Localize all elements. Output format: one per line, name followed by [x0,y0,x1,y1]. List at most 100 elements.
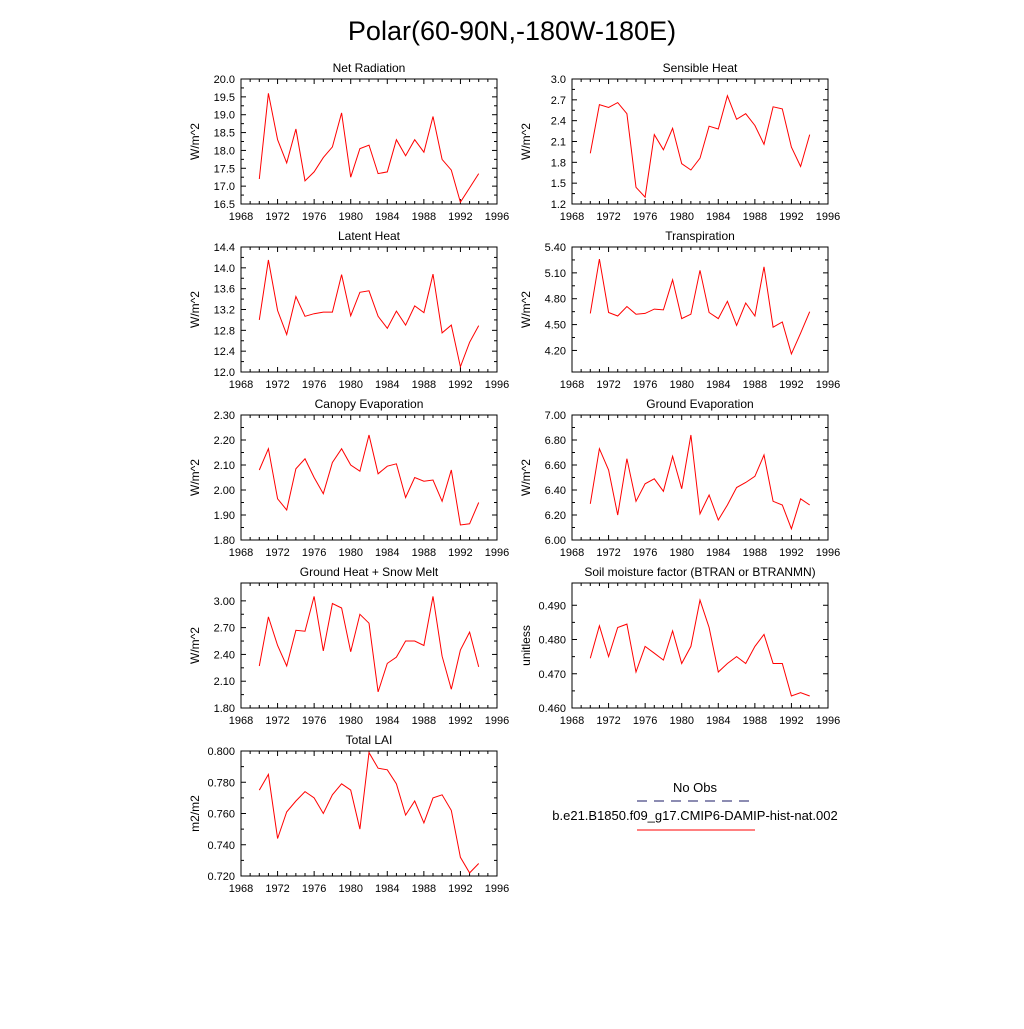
y-tick-label: 1.80 [214,703,235,715]
panel-2: Sensible Heat 1.2 1.5 1.8 2.1 2.4 2.7 3.0 1968 19… [519,61,840,223]
x-tick-label: 1988 [743,379,767,391]
y-tick-label: 18.5 [214,128,235,140]
x-tick-label: 1996 [816,547,840,559]
series-line [589,259,811,356]
x-tick-label: 1996 [485,211,509,223]
y-tick-label: 6.00 [545,535,566,547]
x-tick-label: 1984 [706,379,730,391]
x-tick-label: 1996 [816,379,840,391]
y-axis-label: W/m^2 [519,123,533,160]
y-tick-label: 1.8 [551,157,566,169]
panel-title: Latent Heat [338,229,401,243]
y-tick-label: 2.00 [214,485,235,497]
x-tick-label: 1980 [669,211,693,223]
y-tick-label: 0.470 [538,669,566,681]
x-tick-label: 1980 [338,379,362,391]
x-tick-label: 1992 [779,547,803,559]
x-tick-label: 1968 [229,211,253,223]
x-tick-label: 1984 [375,715,399,727]
y-tick-label: 19.0 [214,110,235,122]
y-axis-label: W/m^2 [188,459,202,496]
x-tick-label: 1996 [816,715,840,727]
panel-1: Net Radiation 16.5 17.0 17.5 18.0 18.5 19.0 19.… [188,61,509,223]
y-tick-label: 0.720 [207,871,235,883]
y-tick-label: 4.20 [545,345,566,357]
series-line [589,598,810,697]
y-tick-label: 0.760 [207,809,235,821]
x-tick-label: 1988 [412,547,436,559]
x-tick-label: 1988 [412,715,436,727]
x-tick-label: 1968 [229,379,253,391]
panel-3: Latent Heat 12.0 12.4 12.8 13.2 13.6 14.0 14.4 1… [188,229,509,391]
x-tick-label: 1984 [706,715,730,727]
x-tick-label: 1996 [485,715,509,727]
y-tick-label: 4.50 [545,320,566,332]
x-tick-label: 1976 [633,547,657,559]
y-tick-label: 20.0 [214,74,235,86]
panel-title: Sensible Heat [663,61,738,75]
x-tick-label: 1972 [596,211,620,223]
y-tick-label: 2.10 [214,460,235,472]
y-tick-label: 12.0 [214,367,235,379]
x-tick-label: 1992 [448,379,472,391]
x-tick-label: 1972 [596,547,620,559]
y-tick-label: 13.6 [214,284,235,296]
x-tick-label: 1984 [375,547,399,559]
panels-group: Net Radiation 16.5 17.0 17.5 18.0 18.5 19.0 19.… [188,61,840,895]
x-tick-label: 1988 [412,883,436,895]
y-tick-label: 13.2 [214,305,235,317]
y-tick-label: 6.80 [545,435,566,447]
y-tick-label: 0.780 [207,777,235,789]
y-tick-label: 1.80 [214,535,235,547]
y-tick-label: 2.20 [214,435,235,447]
panel-title: Soil moisture factor (BTRAN or BTRANMN) [584,565,815,579]
y-tick-label: 12.4 [214,346,235,358]
x-tick-label: 1972 [265,211,289,223]
x-tick-label: 1988 [412,379,436,391]
y-tick-label: 17.5 [214,163,235,175]
x-tick-label: 1996 [485,883,509,895]
legend-model-label: b.e21.B1850.f09_g17.CMIP6-DAMIP-hist-nat… [552,808,837,823]
y-axis-label: W/m^2 [188,123,202,160]
y-tick-label: 0.480 [538,635,566,647]
x-tick-label: 1968 [229,715,253,727]
y-tick-label: 5.10 [545,268,566,280]
x-tick-label: 1980 [338,211,362,223]
y-tick-label: 14.0 [214,263,235,275]
y-tick-label: 2.30 [214,410,235,422]
panel-6: Ground Evaporation 6.00 6.20 6.40 6.60 6.80 7.… [519,397,840,559]
x-tick-label: 1972 [596,715,620,727]
x-tick-label: 1976 [302,715,326,727]
x-tick-label: 1968 [229,547,253,559]
x-tick-label: 1972 [265,379,289,391]
x-tick-label: 1976 [633,211,657,223]
y-tick-label: 2.40 [214,649,235,661]
x-tick-label: 1976 [302,547,326,559]
y-tick-label: 3.0 [551,74,566,86]
y-tick-label: 14.4 [214,242,235,254]
y-tick-label: 19.5 [214,92,235,104]
y-axis-label: W/m^2 [188,291,202,328]
x-tick-label: 1968 [560,547,584,559]
y-tick-label: 16.5 [214,199,235,211]
y-tick-label: 0.800 [207,746,235,758]
x-tick-label: 1968 [560,211,584,223]
series-line [589,94,811,199]
x-tick-label: 1968 [229,883,253,895]
y-tick-label: 3.00 [214,596,235,608]
y-tick-label: 6.60 [545,460,566,472]
y-tick-label: 2.1 [551,137,566,149]
x-tick-label: 1976 [302,211,326,223]
x-tick-label: 1988 [412,211,436,223]
series-line [258,259,480,369]
x-tick-label: 1984 [375,379,399,391]
x-tick-label: 1980 [669,715,693,727]
y-axis-label: W/m^2 [519,291,533,328]
x-tick-label: 1976 [302,883,326,895]
y-tick-label: 7.00 [545,410,566,422]
series-line [589,434,810,531]
series-line [258,751,480,874]
y-tick-label: 12.8 [214,325,235,337]
y-axis-label: unitless [519,625,533,666]
y-tick-label: 4.80 [545,294,566,306]
